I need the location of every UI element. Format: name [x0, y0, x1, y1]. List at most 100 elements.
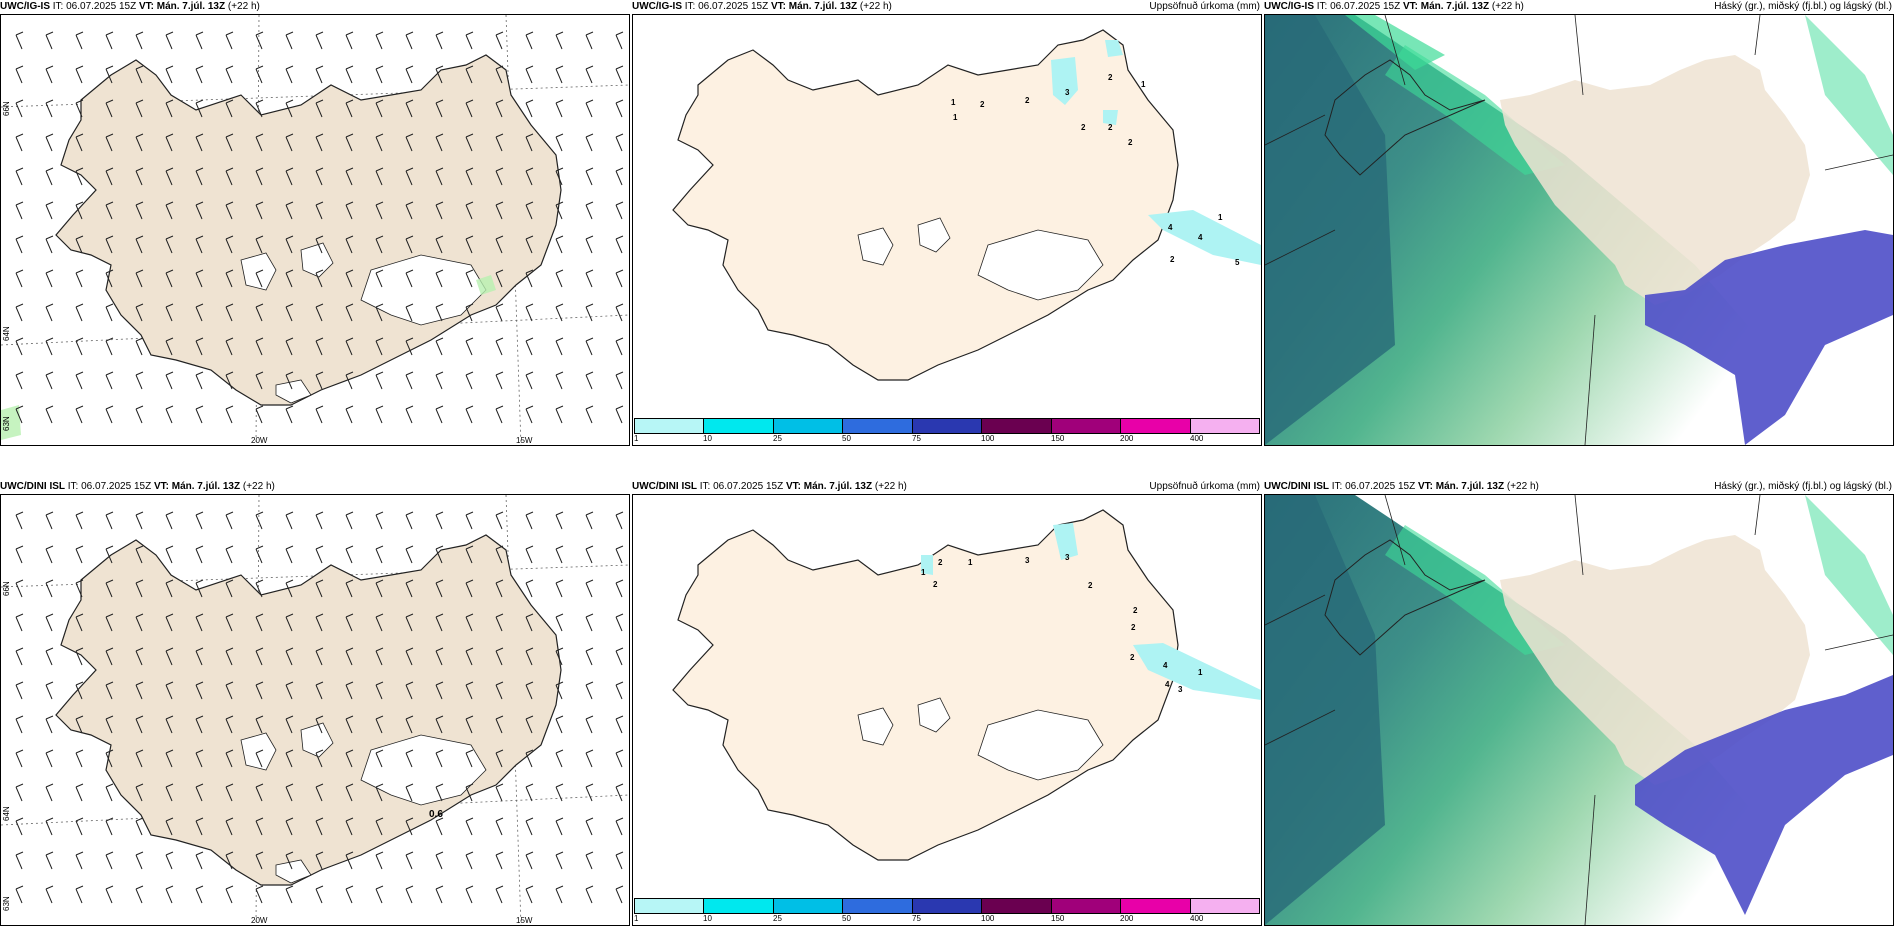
wind-map[interactable]: 0.6 20W 15W 66N 64N 63N — [0, 494, 630, 926]
wind-barb — [285, 405, 294, 424]
wind-barb — [375, 647, 384, 666]
wind-barb — [555, 851, 564, 870]
wind-barb — [405, 99, 414, 118]
iceland-land — [55, 54, 562, 406]
wind-barb — [375, 405, 384, 424]
panel-title: UWC/IG-IS IT: 06.07.2025 15Z VT: Mán. 7.… — [1264, 1, 1892, 12]
wind-barb — [435, 65, 444, 84]
wind-barb — [435, 783, 444, 802]
wind-barb — [195, 817, 204, 836]
cloud-map[interactable] — [1264, 14, 1894, 446]
wind-barb — [255, 749, 264, 768]
wind-barb — [555, 749, 564, 768]
wind-barb — [585, 31, 594, 50]
wind-barb — [615, 647, 624, 666]
wind-barb — [75, 201, 84, 220]
wind-barb — [135, 579, 144, 598]
precip-map[interactable]: 1 1 2 2 3 2 1 2 2 2 1 4 4 2 5 — [632, 14, 1262, 446]
wind-panel-row2: UWC/DINI ISL IT: 06.07.2025 15Z VT: Mán.… — [0, 480, 630, 926]
wind-barb — [585, 303, 594, 322]
wind-barb — [15, 269, 24, 288]
wind-barb — [285, 613, 294, 632]
wind-barb — [105, 511, 114, 530]
precip-label: 2 — [980, 100, 985, 109]
wind-barb — [555, 817, 564, 836]
wind-barb — [345, 545, 354, 564]
wind-barb — [615, 613, 624, 632]
svg-text:15W: 15W — [516, 916, 533, 925]
wind-barb — [15, 31, 24, 50]
wind-barb — [165, 167, 174, 186]
colorbar-swatch — [635, 899, 705, 913]
wind-barb — [525, 511, 534, 530]
wind-barb — [285, 31, 294, 50]
wind-barb — [555, 167, 564, 186]
wind-barb — [75, 337, 84, 356]
wind-barb — [315, 371, 324, 390]
colorbar-label: 75 — [912, 434, 921, 443]
wind-value-label: 0.6 — [429, 809, 443, 820]
wind-barb — [495, 371, 504, 390]
wind-barb — [345, 65, 354, 84]
wind-barb — [375, 783, 384, 802]
wind-barb — [15, 715, 24, 734]
precip-label: 2 — [1081, 123, 1086, 132]
wind-barb — [195, 99, 204, 118]
wind-barb — [135, 99, 144, 118]
wind-barb — [495, 851, 504, 870]
wind-barb — [585, 613, 594, 632]
wind-barb — [105, 65, 114, 84]
wind-barb — [45, 783, 54, 802]
wind-barb — [225, 647, 234, 666]
precip-label: 3 — [1065, 88, 1070, 97]
wind-barb — [525, 545, 534, 564]
wind-barb — [405, 167, 414, 186]
wind-barb — [615, 269, 624, 288]
wind-barb — [285, 201, 294, 220]
wind-barb — [345, 783, 354, 802]
wind-barb — [555, 681, 564, 700]
wind-barb — [195, 337, 204, 356]
wind-barb — [375, 303, 384, 322]
colorbar-label: 400 — [1190, 434, 1204, 443]
wind-barb — [405, 749, 414, 768]
wind-barb — [525, 65, 534, 84]
wind-barb — [105, 303, 114, 322]
wind-barb — [315, 99, 324, 118]
colorbar-label: 10 — [703, 914, 712, 923]
wind-barb — [45, 647, 54, 666]
wind-barb — [525, 31, 534, 50]
panel-title: UWC/DINI ISL IT: 06.07.2025 15Z VT: Mán.… — [0, 481, 275, 492]
wind-barb — [135, 371, 144, 390]
wind-barb — [75, 817, 84, 836]
wind-barb — [375, 99, 384, 118]
wind-barb — [495, 715, 504, 734]
cloud-map[interactable] — [1264, 494, 1894, 926]
precip-map[interactable]: 2 1 2 1 3 3 2 2 2 2 4 4 1 3 — [632, 494, 1262, 926]
wind-barb — [525, 269, 534, 288]
wind-barb — [555, 235, 564, 254]
cloud-map-svg — [1265, 495, 1893, 925]
precip-label: 2 — [1130, 653, 1135, 662]
wind-barb — [405, 235, 414, 254]
wind-barb — [105, 269, 114, 288]
wind-map[interactable]: 20W 15W 66N 64N 63N — [0, 14, 630, 446]
wind-barb — [285, 269, 294, 288]
wind-barb — [345, 579, 354, 598]
wind-barb — [345, 31, 354, 50]
wind-barb — [345, 99, 354, 118]
wind-barb — [135, 613, 144, 632]
wind-barb — [585, 235, 594, 254]
wind-barb — [75, 715, 84, 734]
wind-barb — [555, 613, 564, 632]
wind-barb — [135, 681, 144, 700]
wind-barb — [465, 681, 474, 700]
wind-barb — [75, 579, 84, 598]
wind-barb — [435, 613, 444, 632]
panel-title: UWC/DINI ISL IT: 06.07.2025 15Z VT: Mán.… — [632, 481, 1260, 492]
wind-barb — [495, 681, 504, 700]
wind-barb — [135, 749, 144, 768]
wind-barb — [165, 613, 174, 632]
wind-barb — [615, 303, 624, 322]
wind-barb — [45, 715, 54, 734]
